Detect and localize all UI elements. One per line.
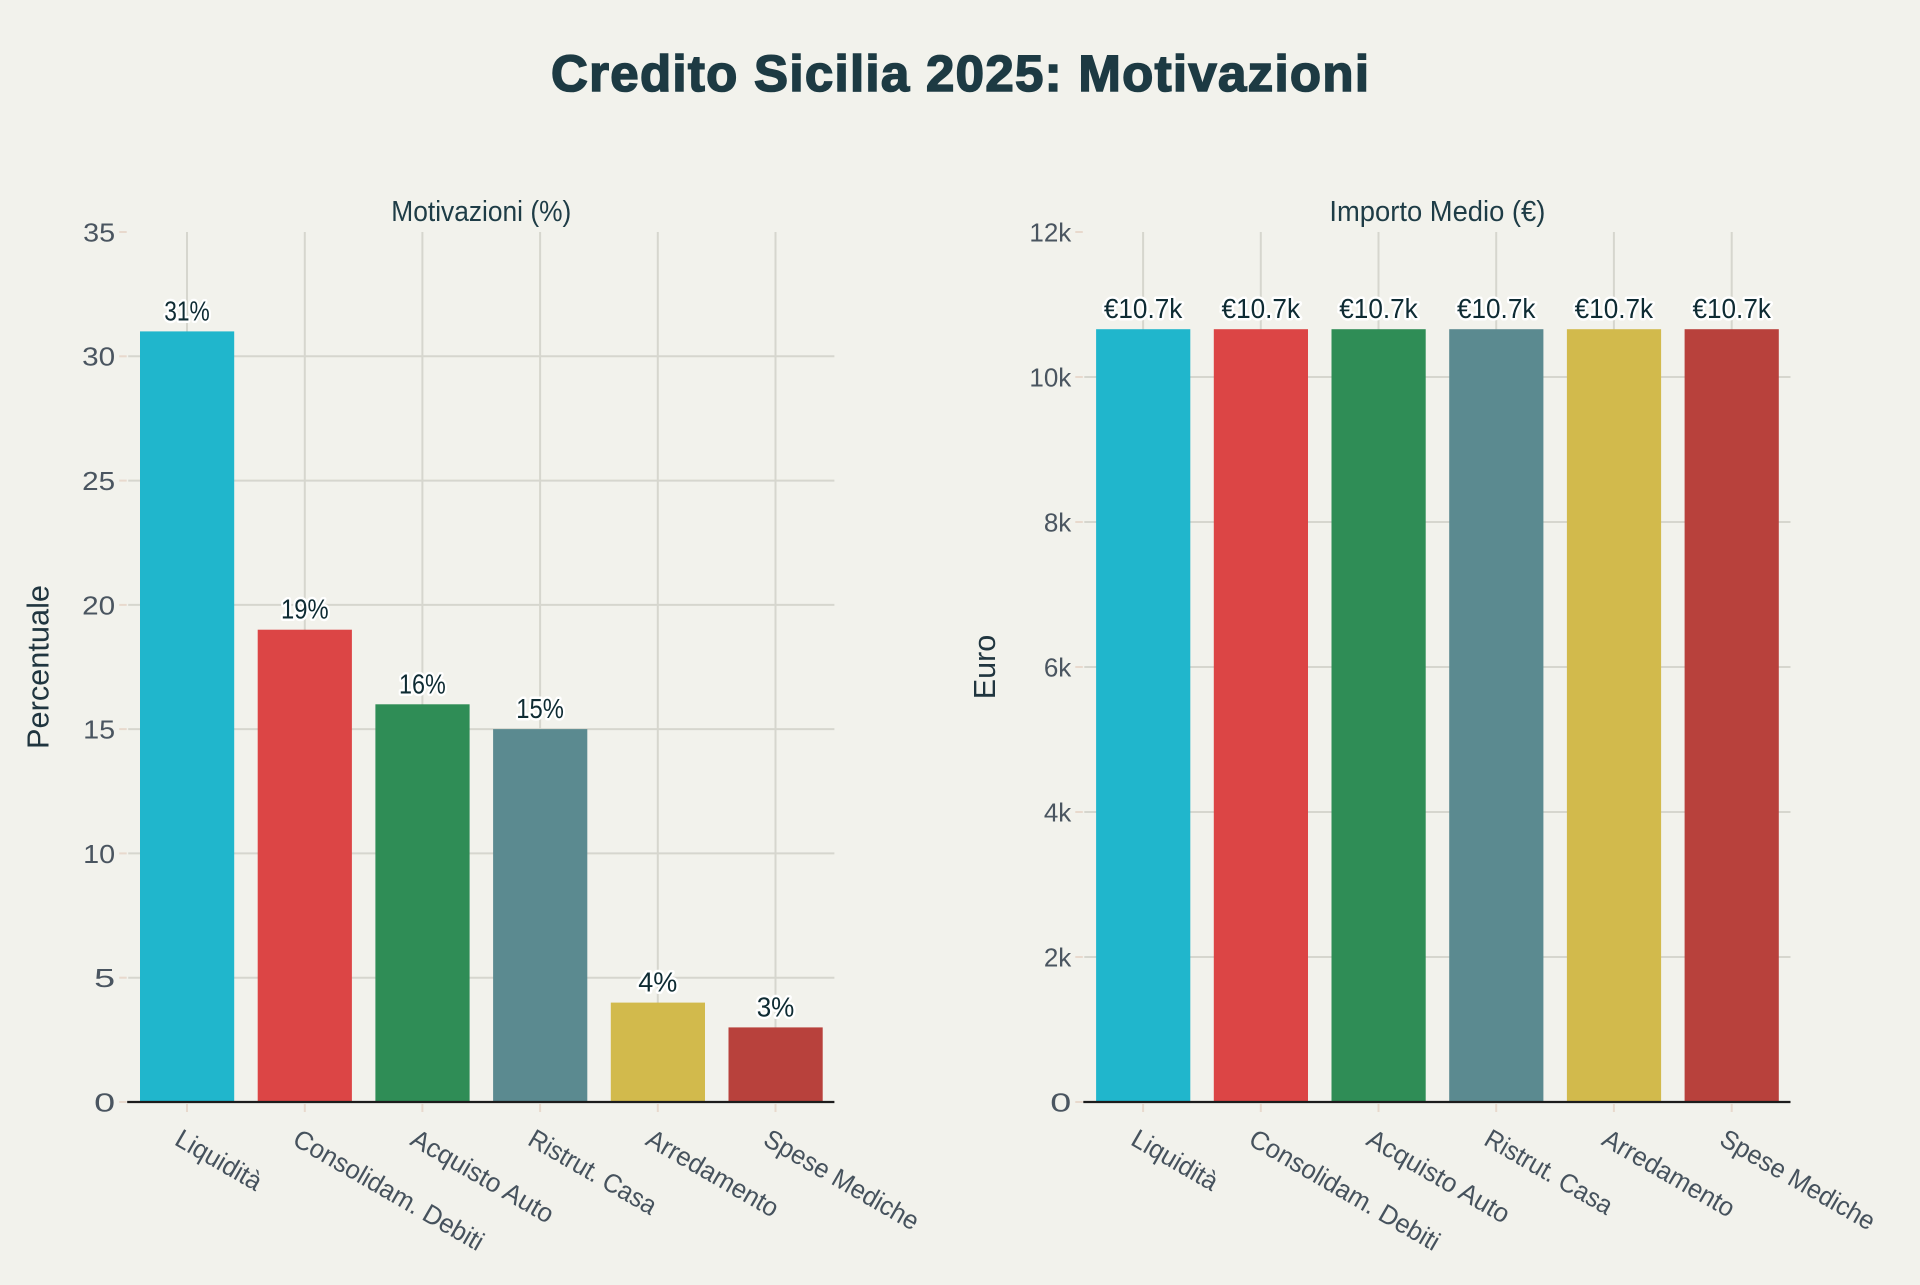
svg-text:6k: 6k (1044, 652, 1072, 682)
svg-text:Importo Medio (€): Importo Medio (€) (1329, 196, 1545, 228)
svg-text:20: 20 (82, 590, 115, 620)
svg-text:16%: 16% (399, 668, 446, 699)
svg-text:€10.7k: €10.7k (1222, 293, 1301, 324)
svg-text:Motivazioni (%): Motivazioni (%) (391, 196, 571, 228)
svg-text:4k: 4k (1044, 797, 1072, 827)
svg-text:5: 5 (94, 963, 115, 993)
svg-text:30: 30 (82, 342, 115, 372)
svg-text:0: 0 (94, 1087, 115, 1117)
svg-text:Euro: Euro (967, 635, 1002, 700)
svg-text:Percentuale: Percentuale (21, 585, 56, 749)
svg-text:€10.7k: €10.7k (1457, 293, 1536, 324)
svg-text:€10.7k: €10.7k (1104, 293, 1183, 324)
svg-text:8k: 8k (1044, 507, 1072, 537)
svg-text:Credito Sicilia 2025: Motivazi: Credito Sicilia 2025: Motivazioni (551, 45, 1369, 102)
svg-text:15: 15 (83, 715, 115, 745)
svg-text:€10.7k: €10.7k (1692, 293, 1771, 324)
svg-text:15%: 15% (516, 693, 564, 724)
svg-text:10k: 10k (1029, 362, 1072, 392)
svg-text:31%: 31% (164, 295, 210, 326)
svg-text:0: 0 (1050, 1087, 1071, 1117)
svg-text:4%: 4% (638, 967, 677, 998)
svg-text:12k: 12k (1029, 217, 1072, 247)
svg-text:2k: 2k (1044, 942, 1072, 972)
svg-text:€10.7k: €10.7k (1575, 293, 1654, 324)
svg-text:10: 10 (83, 839, 115, 869)
svg-text:3%: 3% (757, 991, 795, 1022)
svg-text:€10.7k: €10.7k (1339, 293, 1418, 324)
svg-text:25: 25 (82, 466, 115, 496)
svg-text:35: 35 (83, 217, 115, 247)
svg-text:19%: 19% (281, 594, 329, 625)
